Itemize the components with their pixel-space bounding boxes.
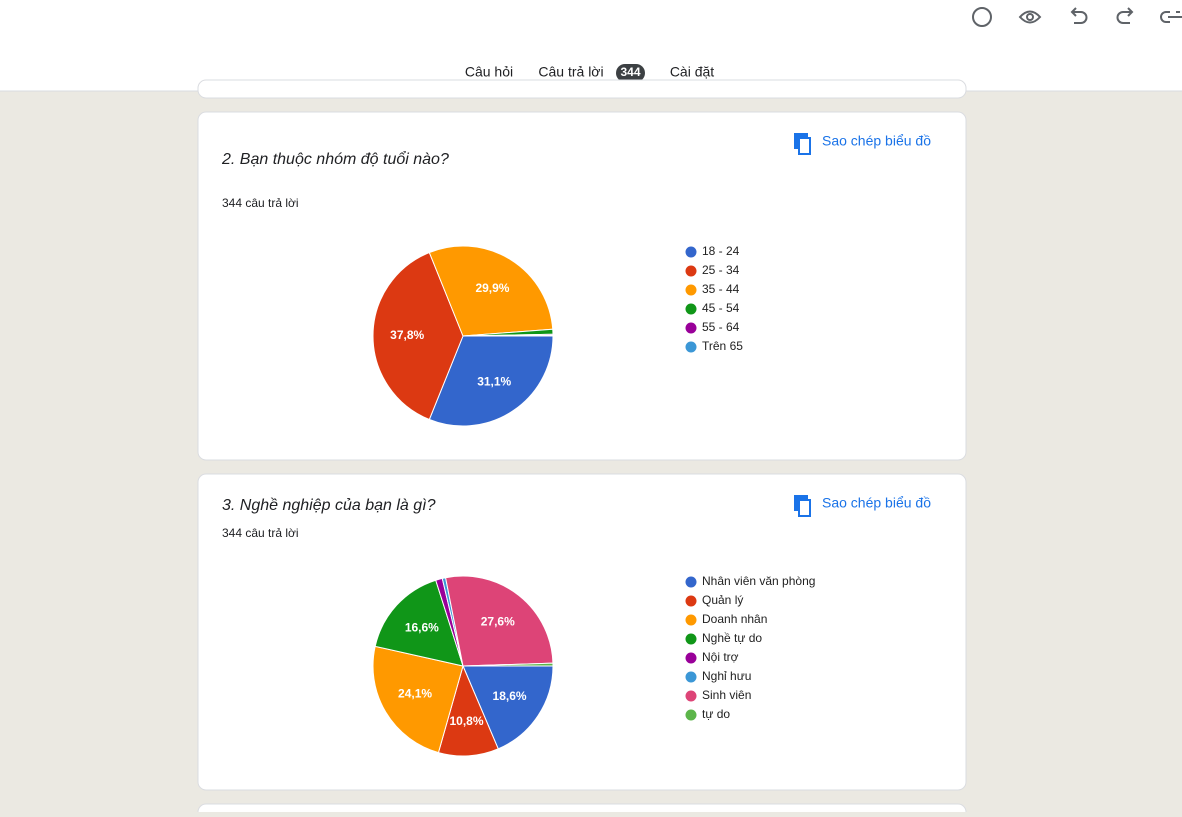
slice-label: 31,1% [477,374,511,388]
slice-label: 37,8% [390,328,424,342]
legend-swatch [685,652,697,664]
question-title: 2. Bạn thuộc nhóm độ tuổi nào? [221,150,449,168]
slice-label: 29,9% [475,281,509,295]
response-count-caption: 344 câu trả lời [222,196,299,210]
toolbar-icons [972,7,1182,27]
question-card [197,473,967,791]
legend-label: Nội trợ [702,650,739,664]
pie-slice [462,334,554,337]
legend-swatch [685,690,697,702]
slice-label: 10,8% [449,714,483,728]
top-bar [0,0,1182,91]
legend-swatch [685,614,697,626]
palette-icon[interactable] [972,7,992,27]
slice-label: 18,6% [493,689,527,703]
preview-pupil [1026,13,1034,21]
copy-icon [794,495,811,517]
copy-chart-button[interactable]: Sao chép biểu đồ [822,495,931,511]
legend-swatch [685,246,697,258]
tab-questions[interactable]: Câu hỏi [465,64,513,80]
legend-swatch [685,595,697,607]
pie-slice [428,245,554,337]
legend-swatch [685,341,697,353]
pie-slice [372,645,464,754]
legend-label: 18 - 24 [702,244,740,258]
undo-icon[interactable] [1070,7,1088,24]
next-card [197,803,967,817]
legend-label: 35 - 44 [702,282,740,296]
redo-icon[interactable] [1116,7,1134,24]
slice-label: 27,6% [481,615,515,629]
slice-label: 16,6% [405,620,439,634]
legend-swatch [685,284,697,296]
pie-slice [462,662,554,667]
legend-label: Sinh viên [702,688,751,702]
pie-slice [374,579,464,667]
legend-label: Trên 65 [702,339,743,353]
pie-slice [462,665,554,750]
legend-label: Nhân viên văn phòng [702,574,815,588]
legend-swatch [685,576,697,588]
legend-swatch [685,303,697,315]
link-icon[interactable] [1160,11,1182,23]
preview-icon[interactable] [1018,10,1042,24]
legend-label: tự do [702,707,730,721]
pie-slice [428,335,554,427]
legend-swatch [685,633,697,645]
pie-slice [444,575,554,667]
pie-slice [372,251,464,421]
slice-label: 24,1% [398,687,432,701]
legend-label: 25 - 34 [702,263,740,277]
legend-label: 55 - 64 [702,320,740,334]
legend-label: 45 - 54 [702,301,740,315]
legend-label: Nghỉ hưu [702,669,751,683]
legend-swatch [685,265,697,277]
legend-swatch [685,671,697,683]
legend-swatch [685,709,697,721]
legend-label: Quản lý [702,593,743,607]
response-badge [616,64,645,82]
response-count: 344 [620,65,640,79]
tab-responses[interactable]: Câu trả lời [538,64,603,80]
legend-swatch [685,322,697,334]
copy-chart-button[interactable]: Sao chép biểu đồ [822,133,931,149]
copy-icon [794,133,811,155]
legend-label: Doanh nhân [702,612,767,626]
tab-settings[interactable]: Cài đặt [670,64,714,80]
previous-card [197,79,967,99]
legend-label: Nghề tự do [702,631,762,645]
question-title: 3. Nghề nghiệp của bạn là gì? [222,497,436,514]
response-count-caption: 344 câu trả lời [222,526,299,540]
